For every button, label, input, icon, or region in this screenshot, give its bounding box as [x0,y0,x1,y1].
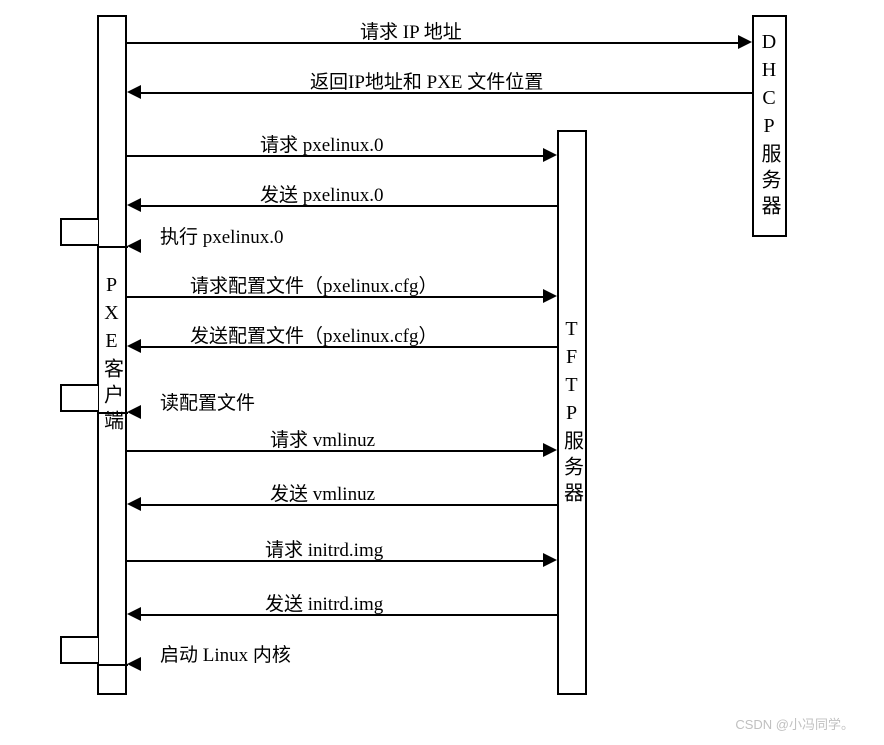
message-label: 请求 initrd.img [265,535,383,562]
arrowhead-icon [127,607,141,621]
arrowhead-icon [127,198,141,212]
message-arrow [98,412,128,414]
arrowhead-icon [543,289,557,303]
self-action-box [60,384,98,412]
arrowhead-icon [543,553,557,567]
message-label: 请求 IP 地址 [360,17,462,44]
lifeline-label: DHCP服务器 [755,31,784,221]
arrowhead-icon [127,657,141,671]
arrowhead-icon [127,405,141,419]
watermark-text: CSDN @小冯同学。 [735,714,854,733]
arrowhead-icon [543,443,557,457]
arrowhead-icon [127,339,141,353]
sequence-diagram: PXE客户端 TFTP服务器 DHCP服务器 请求 IP 地址 返回IP地址和 … [0,0,884,745]
arrowhead-icon [127,497,141,511]
message-label: 发送 pxelinux.0 [260,180,384,207]
lifeline-tftp-server: TFTP服务器 [557,130,587,695]
message-label: 发送配置文件（pxelinux.cfg） [190,321,438,348]
self-action-box [60,218,98,246]
message-arrow [98,664,128,666]
message-label: 发送 vmlinuz [270,479,375,506]
self-action-box [60,636,98,664]
message-label: 执行 pxelinux.0 [160,222,284,249]
arrowhead-icon [738,35,752,49]
message-label: 请求配置文件（pxelinux.cfg） [190,271,438,298]
message-label: 发送 initrd.img [265,589,383,616]
message-label: 请求 pxelinux.0 [260,130,384,157]
lifeline-dhcp-server: DHCP服务器 [752,15,787,237]
lifeline-pxe-client: PXE客户端 [97,15,127,695]
message-label: 返回IP地址和 PXE 文件位置 [310,67,543,94]
arrowhead-icon [543,148,557,162]
message-label: 启动 Linux 内核 [160,640,291,667]
message-arrow [98,246,128,248]
message-label: 请求 vmlinuz [270,425,375,452]
message-label: 读配置文件 [160,388,255,415]
lifeline-label: TFTP服务器 [558,318,587,508]
arrowhead-icon [127,85,141,99]
arrowhead-icon [127,239,141,253]
